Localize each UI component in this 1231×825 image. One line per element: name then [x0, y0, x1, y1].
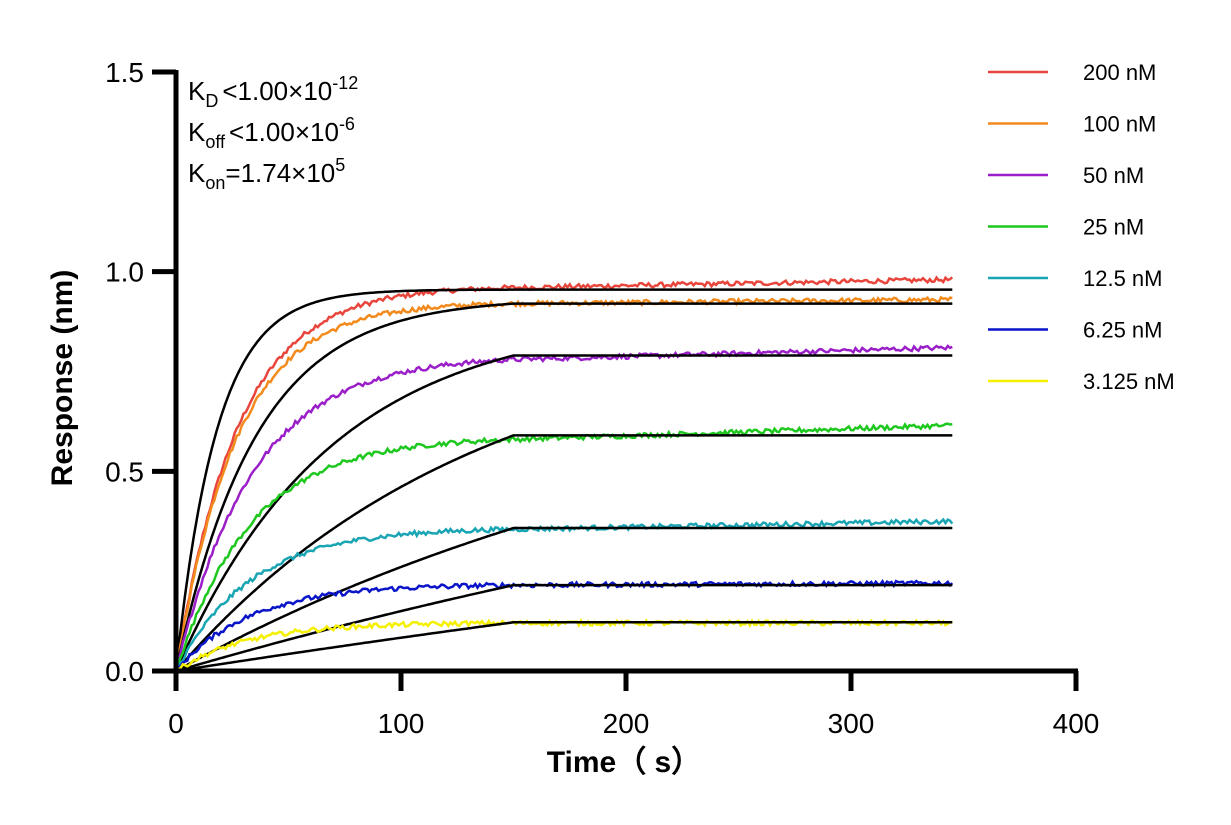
x-tick-label: 200: [603, 708, 650, 739]
series-trace-6_25-nM: [175, 578, 954, 672]
x-tick-label: 300: [828, 708, 875, 739]
fit-curve-200-nM: [174, 288, 953, 672]
kd-annotation: KD <1.00×10-12: [188, 73, 358, 111]
legend-label: 12.5 nM: [1083, 266, 1163, 291]
x-tick-label: 400: [1053, 708, 1100, 739]
y-axis-title: Response (nm): [46, 270, 79, 487]
fit-curve-25-nM: [175, 434, 953, 672]
series-trace-50-nM: [174, 344, 953, 672]
series-trace-12_5-nM: [174, 517, 954, 672]
fit-curve-3_125-nM: [175, 621, 953, 673]
fit-curve-12_5-nM: [175, 526, 953, 673]
fit-curve-100-nM: [174, 302, 953, 672]
series-trace-200-nM: [174, 275, 954, 672]
legend-label: 6.25 nM: [1083, 318, 1163, 343]
x-axis-title: Time（ s）: [547, 745, 702, 779]
y-tick-label: 1.5: [105, 57, 144, 88]
y-tick-label: 0.5: [105, 456, 144, 487]
koff-annotation: Koff <1.00×10-6: [188, 114, 355, 152]
x-tick-label: 100: [378, 708, 425, 739]
kinetics-annotation: KD <1.00×10-12 Koff <1.00×10-6 Kon=1.74×10…: [188, 73, 358, 193]
legend-label: 25 nM: [1083, 215, 1144, 240]
legend-label: 100 nM: [1083, 112, 1156, 137]
series-trace-25-nM: [174, 421, 953, 672]
axes: 0 100 200 300 400 0.0 0.5 1.0 1.5: [105, 57, 1099, 739]
y-tick-label: 0.0: [105, 656, 144, 687]
legend: 200 nM 100 nM 50 nM 25 nM 12.5 nM 6.25 nM 3.12…: [988, 60, 1175, 394]
legend-label: 200 nM: [1083, 60, 1156, 85]
plot-area: [174, 275, 954, 673]
legend-label: 3.125 nM: [1083, 369, 1175, 394]
fit-curve-50-nM: [174, 354, 953, 672]
series-trace-3_125-nM: [175, 617, 953, 673]
x-tick-label: 0: [168, 708, 184, 739]
kon-annotation: Kon=1.74×105: [188, 155, 345, 193]
fit-curve-6_25-nM: [175, 583, 953, 673]
y-tick-label: 1.0: [105, 257, 144, 288]
legend-label: 50 nM: [1083, 163, 1144, 188]
